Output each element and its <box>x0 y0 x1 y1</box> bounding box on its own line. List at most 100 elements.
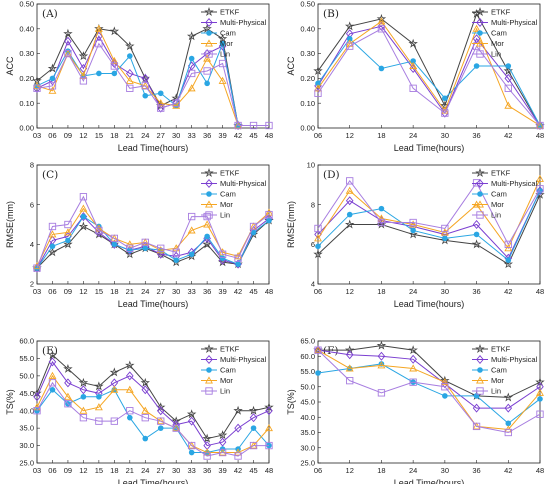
data-point-multi-physical <box>472 403 481 413</box>
data-point-cam <box>346 211 353 218</box>
y-axis-label: ACC <box>286 56 296 76</box>
panel-title: (B) <box>323 8 339 20</box>
x-tick-label: 39 <box>218 131 226 140</box>
plot-frame <box>36 340 270 464</box>
data-point-mor <box>110 385 119 393</box>
y-tick-label: 0.10 <box>19 99 34 108</box>
series-line-etkf <box>317 194 541 265</box>
y-tick-label: 0.50 <box>300 0 315 9</box>
data-point-lin <box>377 25 386 33</box>
data-point-multi-physical <box>265 406 273 416</box>
x-tick-label: 27 <box>157 287 165 296</box>
panel-f: 06 12 18 24 30 36 42 48 25.0 30.0 35.0 40.0 45.0 50.0… <box>286 337 545 484</box>
data-point-mor <box>79 406 88 414</box>
data-point-cam <box>378 65 385 72</box>
data-point-cam <box>219 40 226 47</box>
x-tick-label: 12 <box>79 466 87 475</box>
data-point-etkf <box>408 345 418 355</box>
x-tick-label: 24 <box>409 466 417 475</box>
data-point-etkf <box>313 65 323 75</box>
y-axis-label: ACC <box>5 56 15 76</box>
legend-entry: Lin <box>491 387 501 396</box>
plot-frame <box>36 3 270 129</box>
data-point-lin <box>346 42 354 50</box>
x-tick-label: 21 <box>126 466 134 475</box>
x-tick-label: 42 <box>504 287 512 296</box>
legend-entry: Lin <box>220 211 230 220</box>
x-tick-label: 12 <box>79 287 87 296</box>
series-line-mor <box>36 374 270 454</box>
x-tick-label: 06 <box>48 466 56 475</box>
data-point-multi-physical <box>234 423 242 433</box>
data-point-lin <box>172 424 180 432</box>
legend-entry: Lin <box>491 50 501 59</box>
data-point-lin <box>265 121 273 130</box>
x-tick-label: 12 <box>346 131 354 140</box>
series-line-lin <box>317 180 541 246</box>
data-point-etkf <box>503 65 514 75</box>
series-etkf <box>32 349 274 443</box>
x-tick-label: 42 <box>234 287 242 296</box>
data-point-mor <box>79 204 88 212</box>
data-point-lin <box>536 410 544 418</box>
legend-marker <box>475 168 485 178</box>
data-point-multi-physical <box>472 220 481 229</box>
x-axis-label: Lead Time(hours) <box>118 299 189 309</box>
series-multi-physical <box>33 31 242 131</box>
data-point-mor <box>314 346 322 354</box>
data-point-mor <box>249 222 258 230</box>
y-tick-label: 0.10 <box>300 99 315 108</box>
data-point-multi-physical <box>249 413 258 423</box>
legend-marker <box>476 50 484 58</box>
data-point-cam <box>157 90 164 97</box>
data-point-mor <box>187 226 196 234</box>
data-point-cam <box>235 261 241 267</box>
data-point-cam <box>315 370 321 376</box>
data-point-lin <box>441 224 449 233</box>
data-point-cam <box>80 213 87 220</box>
x-tick-label: 18 <box>377 131 385 140</box>
y-axis-label: RMSE(mm) <box>5 201 15 248</box>
data-point-mor <box>33 262 41 270</box>
panel-title: (F) <box>323 345 338 357</box>
data-point-lin <box>234 121 242 130</box>
x-tick-label: 21 <box>126 131 134 140</box>
data-point-cam <box>505 420 512 427</box>
series-line-multi-physical <box>317 349 541 409</box>
data-point-cam <box>65 237 71 244</box>
data-point-etkf <box>109 367 120 377</box>
data-point-mor <box>345 364 354 372</box>
series-etkf <box>313 189 545 269</box>
data-point-mor <box>377 17 386 25</box>
data-point-mor <box>234 448 243 456</box>
data-point-lin <box>126 84 134 92</box>
data-point-lin <box>441 383 449 391</box>
x-tick-label: 48 <box>536 131 544 140</box>
x-tick-label: 06 <box>48 131 56 140</box>
data-point-multi-physical <box>141 385 150 395</box>
series-cam <box>34 387 272 456</box>
legend-marker <box>206 367 212 373</box>
y-tick-label: 35.0 <box>19 424 34 433</box>
legend-entry: Cam <box>491 190 507 199</box>
data-point-etkf <box>47 349 58 359</box>
x-tick-label: 36 <box>203 287 211 296</box>
x-tick-label: 15 <box>95 466 103 475</box>
x-tick-label: 15 <box>95 287 103 296</box>
y-tick-label: 60.0 <box>300 352 315 361</box>
legend-marker <box>206 30 212 36</box>
data-point-multi-physical <box>345 350 354 360</box>
data-point-multi-physical <box>314 345 322 355</box>
x-axis-label: Lead Time(hours) <box>118 143 189 153</box>
panel-b: 06 12 18 24 30 36 42 48 0.00 0.10 0.20 0.30 0.40 0.50… <box>286 0 545 153</box>
data-point-mor <box>472 24 481 32</box>
legend-entry: Lin <box>220 50 230 59</box>
series-line-lin <box>317 28 541 126</box>
data-point-etkf <box>171 416 181 426</box>
x-tick-label: 48 <box>536 287 544 296</box>
data-point-etkf <box>471 239 482 249</box>
data-point-mor <box>125 385 134 393</box>
legend-marker <box>205 387 213 395</box>
